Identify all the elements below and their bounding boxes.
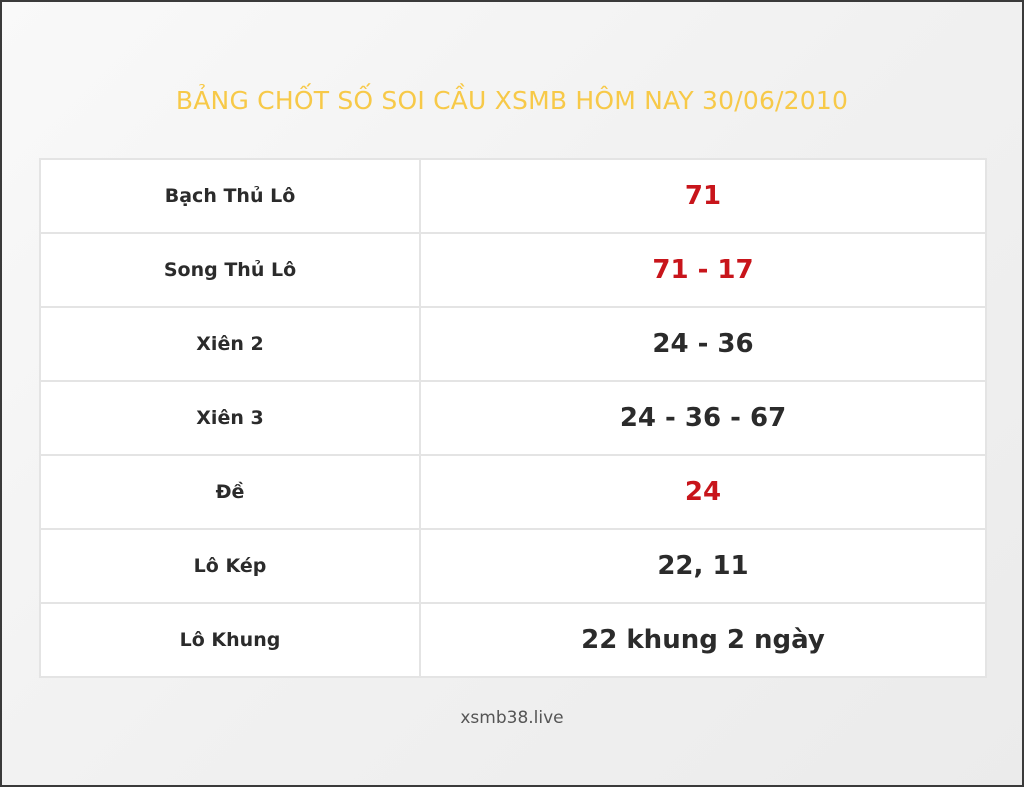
- row-label: Xiên 2: [39, 306, 421, 382]
- table-row: Song Thủ Lô 71 - 17: [39, 232, 987, 308]
- row-label: Đề: [39, 454, 421, 530]
- row-value: 22, 11: [419, 528, 987, 604]
- row-label: Bạch Thủ Lô: [39, 158, 421, 234]
- page-title: BẢNG CHỐT SỐ SOI CẦU XSMB HÔM NAY 30/06/…: [175, 86, 849, 115]
- row-label: Song Thủ Lô: [39, 232, 421, 308]
- row-value: 71: [419, 158, 987, 234]
- table-row: Xiên 3 24 - 36 - 67: [39, 380, 987, 456]
- site-footer: xsmb38.live: [460, 708, 564, 728]
- table-row: Lô Khung 22 khung 2 ngày: [39, 602, 987, 678]
- row-label: Lô Kép: [39, 528, 421, 604]
- table-row: Bạch Thủ Lô 71: [39, 158, 987, 234]
- table-row: Đề 24: [39, 454, 987, 530]
- row-value: 24 - 36: [419, 306, 987, 382]
- prediction-table: Bạch Thủ Lô 71 Song Thủ Lô 71 - 17 Xiên 2 24 …: [39, 158, 987, 678]
- row-value: 71 - 17: [419, 232, 987, 308]
- row-label: Lô Khung: [39, 602, 421, 678]
- row-label: Xiên 3: [39, 380, 421, 456]
- row-value: 24 - 36 - 67: [419, 380, 987, 456]
- row-value: 22 khung 2 ngày: [419, 602, 987, 678]
- table-row: Lô Kép 22, 11: [39, 528, 987, 604]
- row-value: 24: [419, 454, 987, 530]
- table-row: Xiên 2 24 - 36: [39, 306, 987, 382]
